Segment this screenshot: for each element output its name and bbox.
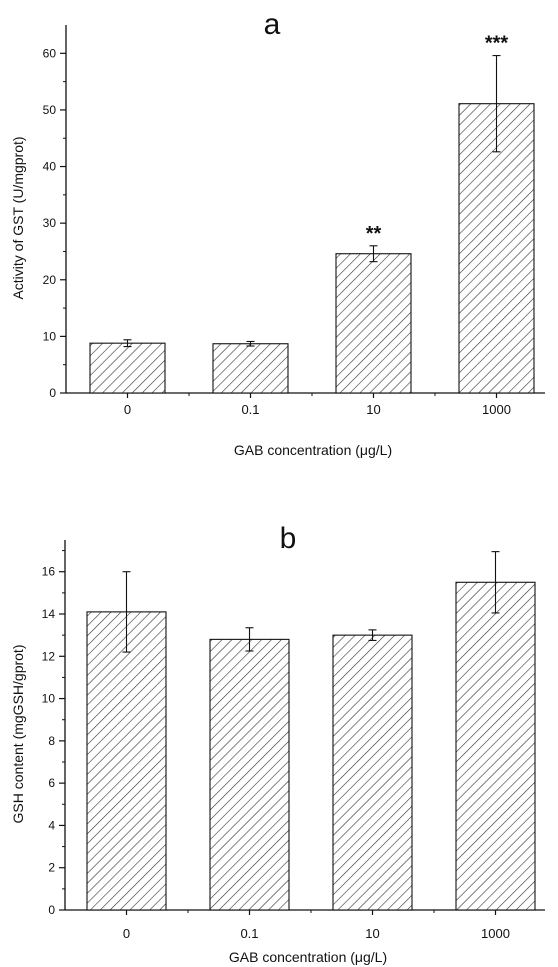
panel-b-y-tick-label: 6 bbox=[48, 776, 55, 790]
panel-a-significance-mark: *** bbox=[485, 33, 509, 55]
panel-b-x-tick-label: 0 bbox=[123, 926, 130, 941]
panel-b-y-tick-label: 2 bbox=[48, 861, 55, 875]
panel-b-bar bbox=[86, 611, 167, 911]
panel-a-y-tick-label: 20 bbox=[43, 273, 57, 287]
panel-a-x-tick-label: 10 bbox=[366, 402, 380, 417]
panel-a-y-tick-label: 30 bbox=[43, 216, 57, 230]
panel-b-y-axis-label: GSH content (mgGSH/gprot) bbox=[10, 645, 26, 824]
panel-b-label: b bbox=[280, 522, 297, 555]
panel-a-x-tick-label: 1000 bbox=[482, 402, 511, 417]
panel-a-x-tick-label: 0.1 bbox=[241, 402, 259, 417]
panel-a-bar bbox=[212, 343, 289, 394]
panel-b-y-tick-label: 12 bbox=[42, 649, 56, 663]
panel-b-bar bbox=[455, 581, 536, 911]
chart-panel-a: a Activity of GST (U/mgprot) GAB concent… bbox=[10, 8, 545, 458]
panel-b-x-tick-label: 1000 bbox=[481, 926, 510, 941]
panel-b-y-tick-label: 4 bbox=[48, 818, 55, 832]
panel-a-x-tick-label: 0 bbox=[124, 402, 131, 417]
panel-a-bar bbox=[89, 342, 166, 394]
panel-a-x-axis-label: GAB concentration (μg/L) bbox=[234, 442, 392, 458]
panel-b-bar bbox=[209, 638, 290, 911]
chart-panel-b: b GSH content (mgGSH/gprot) GAB concentr… bbox=[10, 522, 545, 965]
panel-b-y-tick-label: 10 bbox=[42, 692, 56, 706]
panel-a-y-tick-label: 40 bbox=[43, 160, 57, 174]
panel-b-y-tick-label: 0 bbox=[48, 903, 55, 917]
panel-b-y-tick-label: 14 bbox=[42, 607, 56, 621]
panel-b-x-tick-label: 0.1 bbox=[240, 926, 258, 941]
panel-a-y-tick-label: 60 bbox=[43, 46, 57, 60]
panel-a-y-tick-label: 50 bbox=[43, 103, 57, 117]
panel-b-bar bbox=[332, 634, 413, 911]
panel-a-y-tick-label: 0 bbox=[49, 386, 56, 400]
panel-b-x-axis-label: GAB concentration (μg/L) bbox=[229, 949, 387, 965]
panel-b-y-tick-label: 16 bbox=[42, 565, 56, 579]
panel-a-label: a bbox=[264, 8, 281, 41]
panel-a-y-axis-label: Activity of GST (U/mgprot) bbox=[10, 136, 26, 299]
panel-b-x-tick-label: 10 bbox=[365, 926, 379, 941]
panel-a-significance-mark: ** bbox=[366, 223, 382, 245]
panel-a-bar bbox=[335, 253, 412, 394]
panel-b-y-tick-label: 8 bbox=[48, 734, 55, 748]
panel-a-y-tick-label: 10 bbox=[43, 329, 57, 343]
